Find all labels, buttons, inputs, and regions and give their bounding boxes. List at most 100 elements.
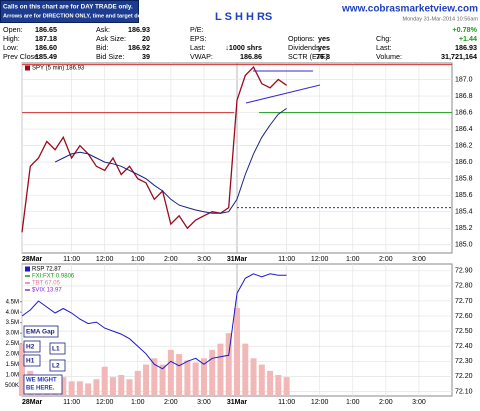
quote-value: 186.92 xyxy=(128,43,150,52)
quote-value: 186.65 xyxy=(35,25,57,34)
volume-bar xyxy=(118,375,125,396)
volume-bar xyxy=(167,349,174,396)
quote-label: P/E: xyxy=(190,25,204,34)
y-tick-label: 72.20 xyxy=(455,373,473,380)
y-tick-label: 186.8 xyxy=(455,93,473,100)
price-line xyxy=(21,273,287,370)
annotation-label: L1 xyxy=(52,346,60,353)
y-tick-label: 72.60 xyxy=(455,313,473,320)
quote-label: Chg: xyxy=(376,34,391,43)
quote-label: Last: xyxy=(190,43,206,52)
y-tick-label: 187.0 xyxy=(455,76,473,83)
quote-value: ↓1000 shrs xyxy=(225,43,262,52)
y2-tick-label: 3.5M xyxy=(6,320,19,326)
y-tick-label: 72.50 xyxy=(455,328,473,335)
notice-line: Calls on this chart are for DAY TRADE on… xyxy=(3,4,133,11)
volume-bar xyxy=(200,358,207,396)
quote-label: SCTR (ETF): xyxy=(288,52,330,61)
legend-swatch xyxy=(25,65,30,71)
x-tick-label: 3:00 xyxy=(197,399,211,406)
volume-bar xyxy=(85,383,92,396)
notice-line: Arrows are for DIRECTION ONLY, time and … xyxy=(3,13,166,19)
quote-label: VWAP: xyxy=(190,52,213,61)
volume-bar xyxy=(134,370,141,396)
quote-value: 185.49 xyxy=(35,52,57,61)
y2-tick-label: 500K xyxy=(5,383,19,389)
x-tick-label: 11:00 xyxy=(63,399,80,406)
annotation-label: H2 xyxy=(26,344,35,351)
volume-bar xyxy=(267,370,274,396)
volume-bar xyxy=(176,354,183,396)
x-tick-label: 11:00 xyxy=(278,399,295,406)
notice-box xyxy=(0,0,139,23)
annotation-box xyxy=(49,359,66,372)
volume-bar xyxy=(192,362,199,396)
x-tick-label: 12:00 xyxy=(96,399,114,406)
quote-value: 186.60 xyxy=(35,43,57,52)
y-tick-label: 186.2 xyxy=(455,142,473,149)
x-tick-label: 12:00 xyxy=(311,399,329,406)
x-tick-label: 11:00 xyxy=(63,256,80,263)
y-tick-label: 185.6 xyxy=(455,192,473,199)
volume-bar xyxy=(101,366,108,396)
plots: 28Mar 11:00 12:00 1:00 2:00 3:00 31Mar 11:00 12:… xyxy=(5,63,473,406)
quote-label: Ask: xyxy=(96,25,110,34)
volume-bar xyxy=(250,358,257,396)
x-tick-label: 2:00 xyxy=(379,399,393,406)
annotation-box xyxy=(23,325,59,338)
quote-value: 76.8 xyxy=(316,52,330,61)
annotation-box xyxy=(49,342,66,355)
quote-value: 20 xyxy=(142,34,150,43)
volume-bar xyxy=(234,308,240,396)
volume-bar xyxy=(275,375,282,396)
volume-bar xyxy=(159,364,166,396)
x-tick-label: 1:00 xyxy=(131,256,145,263)
x-tick-label: 3:00 xyxy=(197,256,211,263)
x-tick-label: 28Mar xyxy=(22,399,43,406)
volume-bar xyxy=(217,343,224,396)
quote-table: Open: 186.65 Ask: 186.93 P/E: +0.78% High: 187.… xyxy=(3,25,478,61)
annotation-box xyxy=(23,354,41,367)
symbol: L S H H RS xyxy=(215,11,272,23)
y-tick-label: 72.70 xyxy=(455,298,473,305)
x-tick-label: 31Mar xyxy=(227,256,248,263)
y2-tick-label: 3.0M xyxy=(6,331,19,337)
quote-value: 31,721,164 xyxy=(441,52,477,61)
y2-tick-label: 2.0M xyxy=(6,352,19,358)
annotations: EMA Gap H2 L1 H1 L2 WE MIGHT BE HERE. xyxy=(23,325,66,395)
y-tick-label: 72.40 xyxy=(455,343,473,350)
quote-label: Low: xyxy=(3,43,18,52)
quote-value: 186.93 xyxy=(455,43,477,52)
volume-bar xyxy=(242,343,249,396)
note-line: WE MIGHT xyxy=(26,378,57,384)
volume-bar xyxy=(225,333,232,396)
x-tick-label: 1:00 xyxy=(346,256,360,263)
x-tick-label: 31Mar xyxy=(227,399,248,406)
volume-bar xyxy=(19,343,25,396)
url: www.cobrasmarketview.com xyxy=(341,4,478,15)
volume-bar xyxy=(126,379,133,396)
y-tick-label: 72.30 xyxy=(455,358,473,365)
volume-bar xyxy=(209,349,216,396)
volume-bar xyxy=(283,377,290,396)
y-tick-label: 72.80 xyxy=(455,283,473,290)
x-tick-label: 2:00 xyxy=(164,399,178,406)
date: Monday 31-Mar-2014 10:56am xyxy=(402,16,478,22)
volume-bar xyxy=(93,379,100,396)
price-line xyxy=(21,65,287,233)
x-tick-label: 12:00 xyxy=(96,256,114,263)
note-box xyxy=(23,374,63,395)
x-tick-label: 3:00 xyxy=(412,256,426,263)
quote-label: Volume: xyxy=(376,52,402,61)
quote-value: 186.93 xyxy=(128,25,150,34)
triangle-bottom xyxy=(245,84,321,104)
legend-label: RSP 72.87 xyxy=(32,267,62,273)
legend-label: SPY (5 min) 186.93 xyxy=(32,66,85,72)
legend-label: TBT 67.05 xyxy=(32,281,61,287)
annotation-box xyxy=(23,340,41,353)
y-tick-label: 186.4 xyxy=(455,126,473,133)
quote-label: Ask Size: xyxy=(96,34,126,43)
quote-label: Open: xyxy=(3,25,23,34)
quote-label: Bid Size: xyxy=(96,52,124,61)
y-tick-label: 186.0 xyxy=(455,159,473,166)
